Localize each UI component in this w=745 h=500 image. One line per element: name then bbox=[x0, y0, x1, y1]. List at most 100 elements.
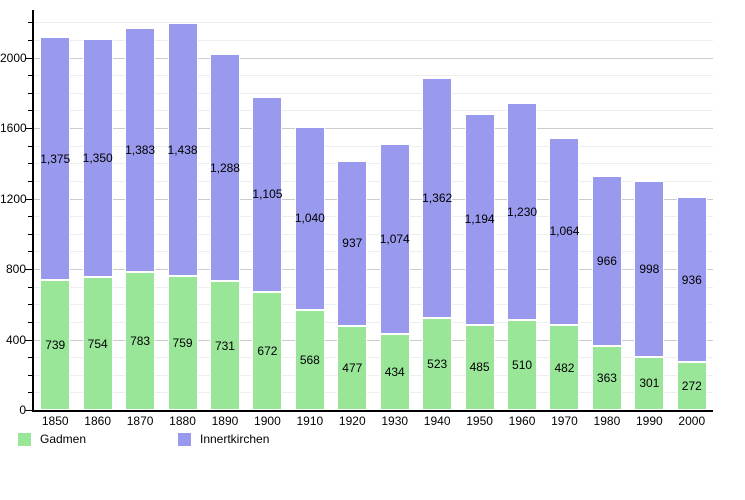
bar-value-label: 482 bbox=[554, 360, 575, 375]
legend-swatch-gadmen bbox=[18, 432, 31, 446]
bar-value-label: 363 bbox=[596, 371, 617, 385]
bar-segment-gadmen-1920: 477 bbox=[337, 325, 368, 410]
bar-value-label: 731 bbox=[214, 338, 235, 353]
y-axis-tick bbox=[28, 22, 32, 24]
bar-segment-gadmen-1940: 523 bbox=[422, 317, 453, 410]
bar-segment-innertkirchen-1960: 1,230 bbox=[507, 103, 537, 321]
legend-label-innertkirchen: Innertkirchen bbox=[200, 432, 270, 446]
y-axis-tick bbox=[28, 163, 32, 165]
major-gridline bbox=[34, 198, 713, 200]
y-axis-tick bbox=[28, 39, 32, 41]
y-axis-tick bbox=[28, 357, 32, 359]
bar-segment-innertkirchen-1850: 1,375 bbox=[40, 37, 70, 280]
minor-gridline bbox=[34, 251, 713, 253]
bar-segment-gadmen-1970: 482 bbox=[549, 325, 580, 410]
y-axis-tick bbox=[28, 304, 32, 306]
y-axis-label: 1600 bbox=[0, 121, 27, 136]
minor-gridline bbox=[34, 180, 713, 182]
bar-value-label: 754 bbox=[87, 336, 108, 351]
y-axis-tick bbox=[28, 75, 32, 77]
bar-value-label: 510 bbox=[512, 358, 533, 373]
bar-value-label: 1,040 bbox=[294, 211, 325, 226]
y-axis-tick bbox=[28, 180, 32, 182]
y-axis-tick bbox=[25, 57, 32, 59]
y-axis-tick bbox=[28, 374, 32, 376]
x-axis-label: 2000 bbox=[678, 414, 706, 428]
y-axis-tick bbox=[28, 321, 32, 323]
bar-value-label: 783 bbox=[130, 334, 151, 348]
bar-value-label: 434 bbox=[384, 364, 405, 379]
bar-value-label: 523 bbox=[427, 356, 448, 371]
y-axis-tick bbox=[25, 128, 32, 130]
y-axis-label: 800 bbox=[5, 262, 26, 277]
bar-segment-innertkirchen-1910: 1,040 bbox=[294, 126, 325, 310]
major-gridline bbox=[34, 57, 713, 59]
bar-value-label: 672 bbox=[257, 343, 278, 358]
bar-value-label: 998 bbox=[639, 262, 660, 277]
legend-label-gadmen: Gadmen bbox=[40, 432, 87, 446]
x-axis-label: 1890 bbox=[211, 414, 239, 428]
bar-value-label: 937 bbox=[342, 236, 363, 251]
bar-value-label: 485 bbox=[469, 360, 490, 375]
minor-gridline bbox=[34, 374, 713, 376]
bar-segment-gadmen-1870: 783 bbox=[125, 272, 156, 410]
x-axis-label: 1850 bbox=[41, 414, 69, 428]
bar-value-label: 739 bbox=[45, 337, 66, 352]
major-gridline bbox=[34, 339, 713, 341]
major-gridline bbox=[34, 128, 713, 130]
bar-value-label: 966 bbox=[596, 253, 617, 268]
legend-swatch-innertkirchen bbox=[178, 432, 191, 446]
y-axis-tick bbox=[28, 110, 32, 112]
bar-segment-innertkirchen-1970: 1,064 bbox=[549, 137, 580, 326]
y-axis-tick bbox=[28, 145, 32, 147]
bar-segment-gadmen-1990: 301 bbox=[634, 356, 665, 410]
minor-gridline bbox=[34, 163, 713, 165]
bar-value-label: 1,194 bbox=[464, 212, 495, 227]
y-axis-tick bbox=[25, 410, 32, 411]
x-axis-label: 1990 bbox=[635, 414, 663, 428]
bar-segment-gadmen-1880: 759 bbox=[167, 276, 198, 410]
bar-value-label: 1,362 bbox=[422, 190, 453, 205]
y-axis-label: 400 bbox=[5, 332, 26, 347]
major-gridline bbox=[34, 269, 713, 271]
bar-segment-innertkirchen-1920: 937 bbox=[337, 160, 368, 326]
bar-value-label: 301 bbox=[639, 376, 660, 391]
minor-gridline bbox=[34, 286, 713, 288]
x-axis-label: 1930 bbox=[381, 414, 409, 428]
y-axis-label: 0 bbox=[19, 403, 26, 417]
legend-item-innertkirchen: Innertkirchen bbox=[178, 432, 269, 446]
x-axis-label: 1920 bbox=[338, 414, 366, 428]
y-axis-label: 1200 bbox=[0, 191, 27, 206]
bar-value-label: 1,074 bbox=[379, 231, 410, 246]
minor-gridline bbox=[34, 22, 713, 24]
y-axis-tick bbox=[28, 251, 32, 253]
bar-segment-innertkirchen-1890: 1,288 bbox=[209, 54, 240, 282]
x-axis-label: 1870 bbox=[126, 414, 154, 428]
bar-segment-innertkirchen-1900: 1,105 bbox=[252, 96, 283, 292]
bar-value-label: 1,288 bbox=[209, 160, 240, 175]
x-axis-label: 1860 bbox=[84, 414, 112, 428]
bar-segment-innertkirchen-1930: 1,074 bbox=[379, 144, 410, 334]
bar-segment-innertkirchen-1980: 966 bbox=[591, 175, 622, 347]
bar-segment-innertkirchen-1860: 1,350 bbox=[82, 39, 113, 278]
x-axis-label: 1950 bbox=[466, 414, 493, 428]
y-axis-tick bbox=[25, 339, 32, 341]
bar-value-label: 1,350 bbox=[82, 151, 113, 166]
x-axis-label: 1940 bbox=[423, 414, 451, 428]
minor-gridline bbox=[34, 321, 713, 323]
y-axis-tick bbox=[28, 233, 32, 235]
y-axis-tick bbox=[25, 198, 32, 200]
bar-segment-gadmen-1900: 672 bbox=[252, 291, 283, 410]
bar-segment-gadmen-1980: 363 bbox=[591, 346, 622, 410]
bar-segment-innertkirchen-1940: 1,362 bbox=[422, 77, 453, 318]
bar-segment-innertkirchen-1870: 1,383 bbox=[125, 28, 155, 272]
minor-gridline bbox=[34, 233, 713, 235]
y-axis-tick bbox=[28, 392, 32, 394]
bar-value-label: 1,105 bbox=[252, 187, 283, 202]
bar-value-label: 1,438 bbox=[167, 142, 198, 157]
bar-value-label: 1,064 bbox=[549, 224, 580, 239]
bar-segment-gadmen-1930: 434 bbox=[379, 333, 410, 410]
bar-segment-gadmen-2000: 272 bbox=[676, 362, 707, 410]
bar-segment-gadmen-1960: 510 bbox=[507, 320, 538, 410]
